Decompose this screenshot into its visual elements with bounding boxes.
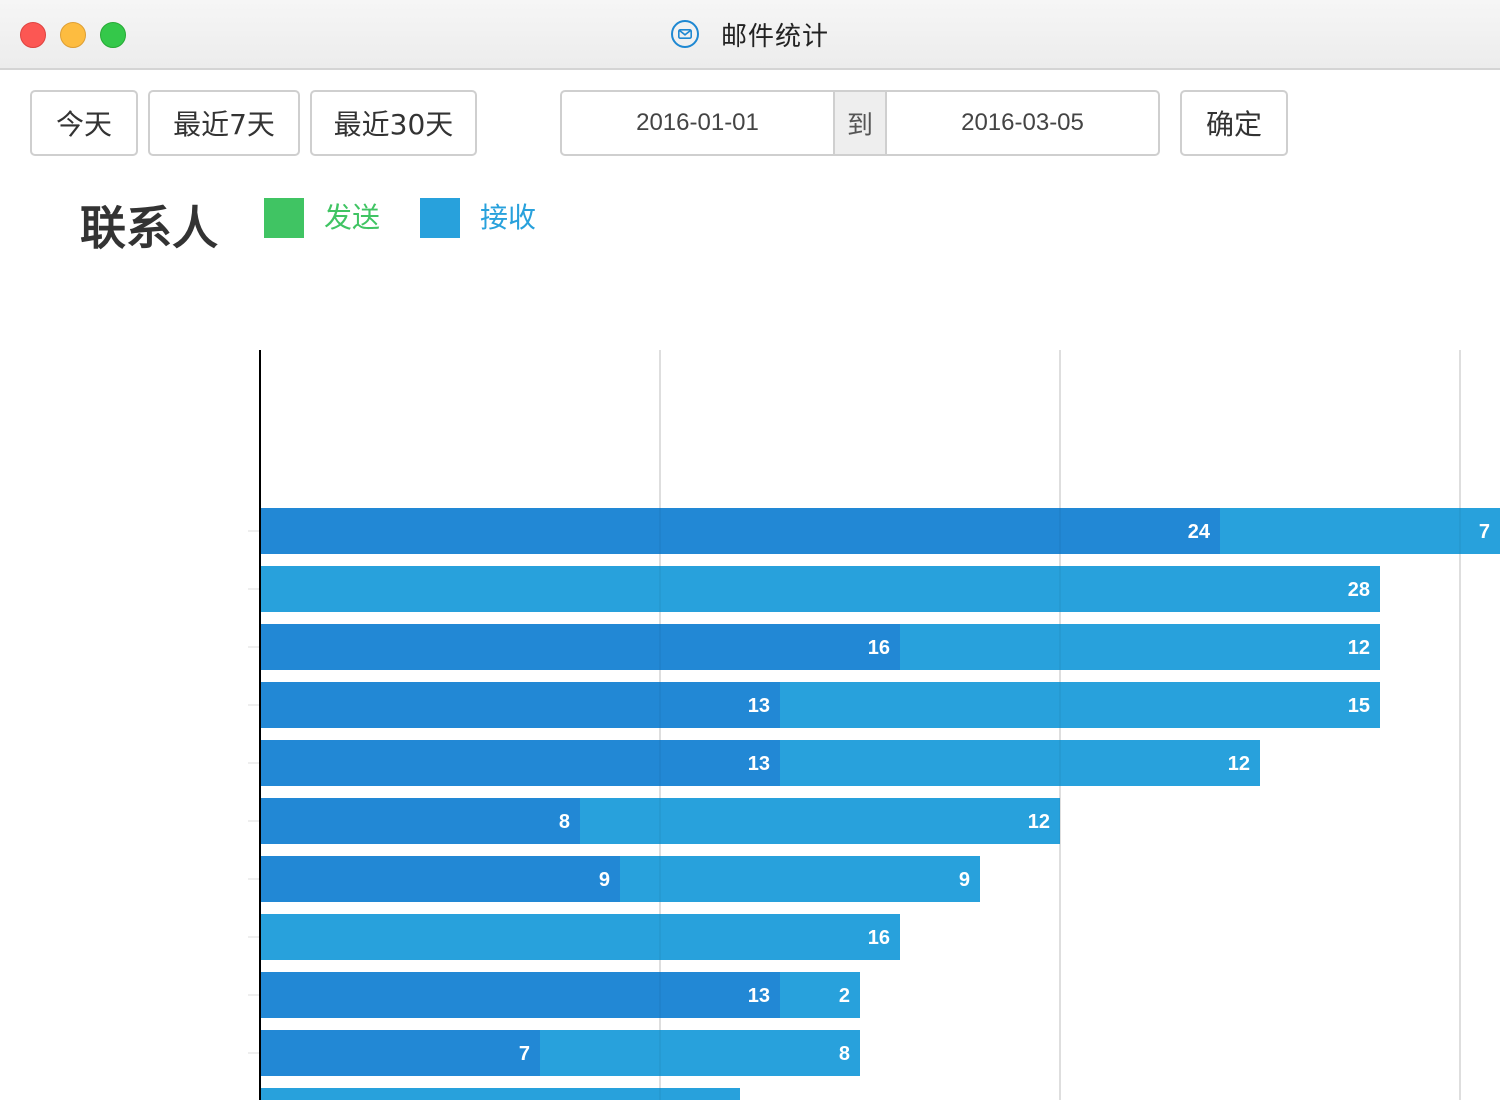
mail-icon [670,20,699,48]
bar-received [780,682,1380,728]
bar-sent [260,682,780,728]
date-range-separator: 到 [833,92,887,154]
minimize-window-button[interactable] [60,22,86,48]
contacts-bar-chart: 2472816121315131281299161327812 [248,350,1500,1100]
bar-received [580,798,1060,844]
bar-sent-value-label: 7 [519,1043,530,1065]
end-date-input[interactable]: 2016-03-05 [961,109,1084,136]
bar-received [780,740,1260,786]
bar-sent [260,1030,540,1076]
bar-received-value-label: 9 [959,869,970,891]
close-window-button[interactable] [20,22,46,48]
start-date-input[interactable]: 2016-01-01 [636,109,759,136]
maximize-window-button[interactable] [100,22,126,48]
bar-received [260,914,900,960]
window-title-group: 邮件统计 [0,0,1500,68]
bar-sent [260,972,780,1018]
bar-sent [260,624,900,670]
chart-title: 联系人 [80,201,218,255]
bar-received-value-label: 15 [1348,695,1370,717]
bar-received [900,624,1380,670]
bar-received-value-label: 8 [839,1043,850,1065]
bar-received-value-label: 7 [1479,521,1490,543]
bar-received-value-label: 12 [1228,753,1250,775]
bar-sent-value-label: 9 [599,869,610,891]
bar-sent-value-label: 8 [559,811,570,833]
bar-received-value-label: 12 [1028,811,1050,833]
confirm-button[interactable]: 确定 [1180,90,1288,156]
bar-received [620,856,980,902]
bar-sent-value-label: 16 [868,637,890,659]
last-30-days-button[interactable]: 最近30天 [310,90,477,156]
bar-received [540,1030,860,1076]
bar-received [780,972,860,1018]
bar-sent [260,798,580,844]
bar-received-value-label: 28 [1348,579,1370,601]
bar-sent-value-label: 24 [1188,521,1211,543]
last-7-days-button[interactable]: 最近7天 [148,90,300,156]
bar-received [260,1088,740,1100]
bar-received [260,566,1380,612]
bar-sent-value-label: 13 [748,695,770,717]
bar-sent-value-label: 13 [748,753,770,775]
bar-received-value-label: 2 [839,985,850,1007]
bar-sent-value-label: 13 [748,985,770,1007]
today-button[interactable]: 今天 [30,90,138,156]
title-bar: 邮件统计 [0,0,1500,70]
bar-received-value-label: 16 [868,927,890,949]
legend-received-label[interactable]: 接收 [480,201,537,234]
legend-sent-label[interactable]: 发送 [324,201,381,234]
date-range-group: 2016-01-01 到 2016-03-05 [560,90,1160,156]
bar-sent [260,856,620,902]
bar-sent [260,508,1220,554]
bar-received-value-label: 12 [1348,637,1370,659]
bar-sent [260,740,780,786]
legend-sent-swatch[interactable] [264,198,304,238]
bar-received [1220,508,1500,554]
legend-received-swatch[interactable] [420,198,460,238]
window-title: 邮件统计 [720,21,829,52]
